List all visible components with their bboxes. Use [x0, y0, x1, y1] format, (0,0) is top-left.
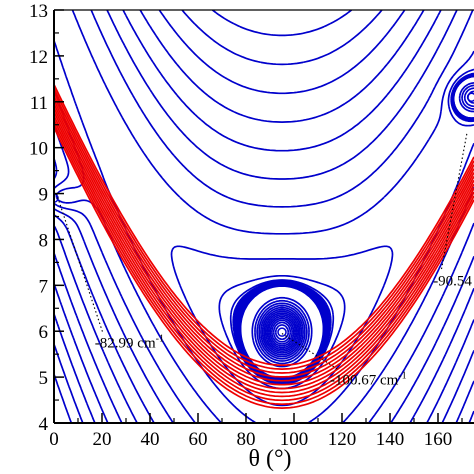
- red-contour-line: [54, 115, 474, 398]
- red-contour-line: [54, 119, 474, 402]
- x-tick-label: 60: [189, 429, 208, 450]
- y-tick-label: 11: [30, 93, 48, 114]
- blue-contour-line: [264, 312, 300, 353]
- minimum-marker: [277, 327, 287, 337]
- red-contour-line: [54, 103, 474, 386]
- annotation-leader: [440, 133, 468, 271]
- annotation-label: -90.54 cm-1: [433, 272, 474, 290]
- x-tick-label: 160: [424, 429, 453, 450]
- x-tick-label: 40: [141, 429, 160, 450]
- blue-contour-line: [274, 323, 290, 341]
- ticks: [53, 9, 463, 424]
- annotation-label: -100.67 cm-1: [330, 370, 407, 388]
- red-contour-line: [54, 127, 474, 409]
- upper-contour-group: [54, 10, 474, 423]
- blue-contour-line: [54, 313, 474, 423]
- annotation-leaders: [55, 133, 468, 370]
- x-tick-label: 80: [237, 429, 256, 450]
- minimum-marker: [466, 92, 474, 102]
- blue-contour-line: [254, 84, 474, 365]
- y-tick-label: 6: [39, 322, 49, 343]
- blue-contour-line: [272, 321, 292, 343]
- blue-contour-line: [267, 315, 297, 349]
- annotation-label: -82.99 cm-1: [95, 334, 164, 352]
- blue-contour-line: [54, 10, 474, 423]
- x-tick-label: 120: [328, 429, 357, 450]
- blue-contour-line: [54, 10, 474, 423]
- blue-contour-line: [54, 10, 474, 423]
- y-tick-label: 8: [39, 230, 49, 251]
- tick-labels: 0 20 40 60 80 100 120 140 160 4 5 6 7 8 9 10 11 12 13: [29, 1, 452, 450]
- blue-contour-line: [261, 308, 303, 356]
- red-contour-line: [54, 88, 474, 370]
- blue-contour-line: [54, 373, 73, 423]
- blue-contour-line: [270, 319, 294, 345]
- red-contour-line: [54, 99, 474, 382]
- blue-contour-line: [54, 10, 474, 423]
- annotation-leader: [281, 333, 339, 370]
- red-contour-line: [54, 95, 474, 378]
- y-tick-label: 13: [29, 1, 48, 22]
- red-contour-line: [54, 84, 474, 367]
- y-tick-label: 7: [39, 276, 49, 297]
- y-tick-label: 12: [29, 47, 48, 68]
- lower-contour-group: [54, 84, 474, 409]
- x-axis-title: θ (°): [248, 446, 291, 472]
- blue-contour-line: [54, 10, 474, 423]
- axes: [53, 9, 474, 424]
- blue-contour-line: [54, 10, 474, 423]
- blue-contour-line: [54, 343, 84, 423]
- blue-contour-line: [54, 10, 474, 423]
- blue-contour-line: [54, 10, 474, 423]
- blue-contour-line: [260, 306, 304, 358]
- x-tick-label: 140: [376, 429, 405, 450]
- blue-contour-line: [256, 87, 474, 362]
- annotation-leader: [55, 193, 104, 333]
- x-tick-label: 100: [280, 429, 309, 450]
- annotations: -82.99 cm-1 -100.67 cm-1 -90.54 cm-1: [95, 272, 474, 389]
- blue-contour-line: [266, 313, 298, 351]
- y-tick-label: 5: [39, 368, 49, 389]
- blue-contour-line: [269, 317, 295, 347]
- red-contour-line: [54, 107, 474, 390]
- y-tick-label: 10: [29, 139, 48, 160]
- y-tick-label: 9: [39, 185, 49, 206]
- y-tick-label: 4: [39, 414, 49, 435]
- red-contour-line: [54, 111, 474, 394]
- red-contour-line: [54, 91, 474, 374]
- blue-contour-line: [263, 310, 301, 354]
- x-tick-label: 0: [49, 429, 59, 450]
- x-tick-label: 20: [93, 429, 112, 450]
- red-contour-line: [54, 123, 474, 406]
